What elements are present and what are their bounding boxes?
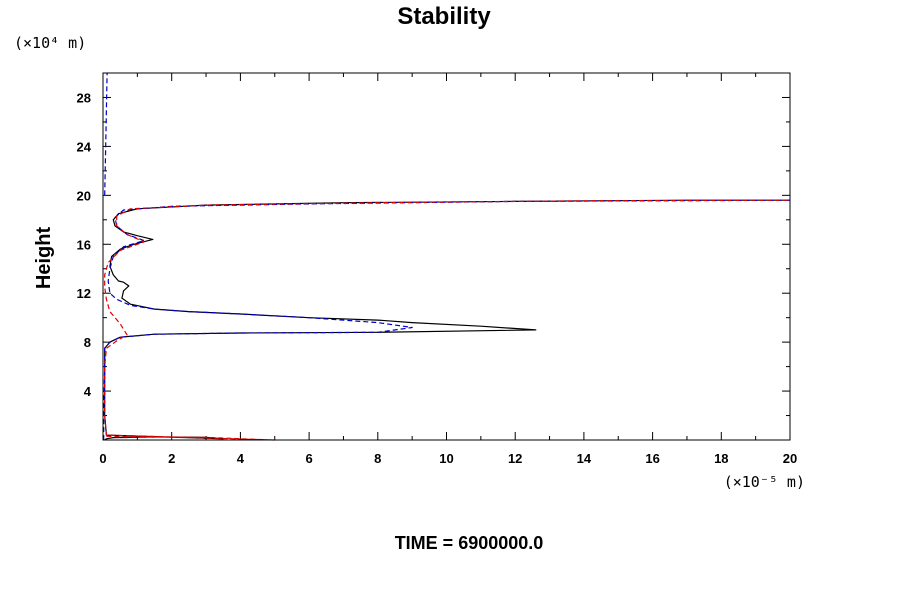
x-tick-label: 0	[99, 451, 106, 466]
y-tick-label: 24	[77, 139, 92, 154]
y-axis-unit: (×10⁴ m)	[14, 34, 86, 52]
x-tick-label: 2	[168, 451, 175, 466]
x-tick-label: 10	[439, 451, 453, 466]
series-line-1	[103, 199, 791, 440]
y-tick-label: 20	[77, 188, 91, 203]
x-tick-label: 18	[714, 451, 728, 466]
x-tick-label: 12	[508, 451, 522, 466]
x-tick-label: 20	[783, 451, 797, 466]
series-line-2	[104, 72, 108, 196]
y-tick-label: 8	[84, 335, 91, 350]
time-label: TIME = 6900000.0	[395, 533, 544, 553]
chart-title: Stability	[397, 3, 491, 30]
x-tick-label: 14	[577, 451, 592, 466]
series-line-3	[104, 199, 791, 441]
x-tick-label: 4	[237, 451, 245, 466]
y-tick-label: 4	[84, 384, 92, 399]
y-tick-label: 12	[77, 286, 91, 301]
y-axis-label: Height	[33, 227, 55, 290]
plot-frame	[102, 72, 791, 441]
x-axis-unit: (×10⁻⁵ m)	[724, 473, 805, 491]
x-tick-label: 6	[305, 451, 312, 466]
series-line-0	[104, 199, 790, 441]
y-tick-label: 28	[77, 90, 91, 105]
x-tick-label: 16	[645, 451, 659, 466]
x-tick-label: 8	[374, 451, 381, 466]
y-tick-label: 16	[77, 237, 91, 252]
series-layer	[103, 72, 791, 441]
